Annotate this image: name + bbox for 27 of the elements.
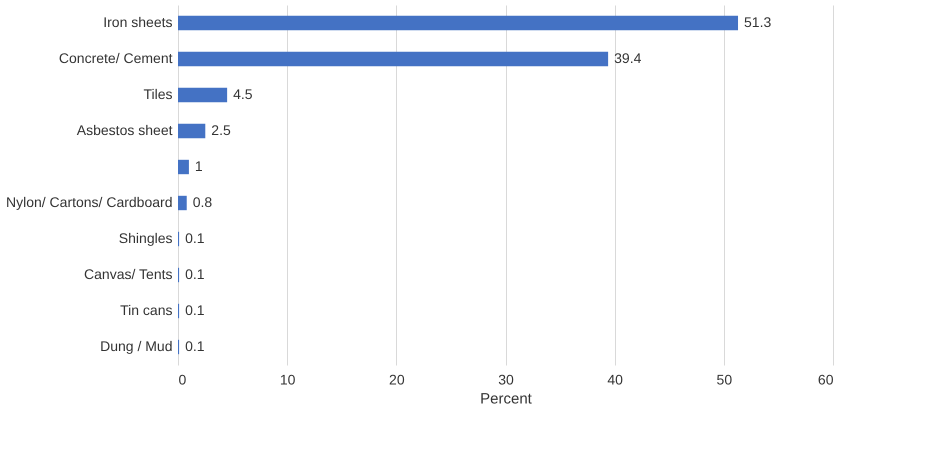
data-label: 0.1 — [185, 338, 205, 354]
data-label: 4.5 — [233, 86, 253, 102]
y-tick-label: Dung / Mud — [100, 338, 172, 354]
x-tick-label: 50 — [716, 372, 732, 388]
y-tick-label: Asbestos sheet — [76, 122, 173, 138]
x-tick-label: 40 — [607, 372, 624, 388]
y-tick-label: Iron sheets — [103, 14, 172, 30]
y-tick-label: Nylon/ Cartons/ Cardboard — [6, 194, 172, 210]
x-tick-label: 30 — [498, 372, 514, 388]
x-tick-label: 0 — [178, 372, 186, 388]
data-label: 0.1 — [185, 230, 205, 246]
data-label: 39.4 — [614, 50, 642, 66]
data-label: 2.5 — [211, 122, 231, 138]
y-tick-label: Tiles — [143, 86, 172, 102]
data-label: 51.3 — [744, 14, 772, 30]
x-tick-label: 60 — [818, 372, 834, 388]
data-label: 1 — [194, 158, 203, 174]
y-tick-label: Tin cans — [120, 302, 172, 318]
data-label: 0.1 — [185, 302, 205, 318]
x-axis-title: Percent — [480, 390, 533, 408]
data-label: 0.1 — [185, 266, 205, 282]
y-tick-label: Shingles — [118, 230, 172, 246]
y-tick-label: Concrete/ Cement — [58, 50, 173, 66]
y-tick-label: Canvas/ Tents — [84, 266, 172, 282]
x-tick-label: 10 — [280, 372, 296, 388]
data-label: 0.8 — [192, 194, 212, 210]
x-tick-label: 20 — [389, 372, 405, 388]
